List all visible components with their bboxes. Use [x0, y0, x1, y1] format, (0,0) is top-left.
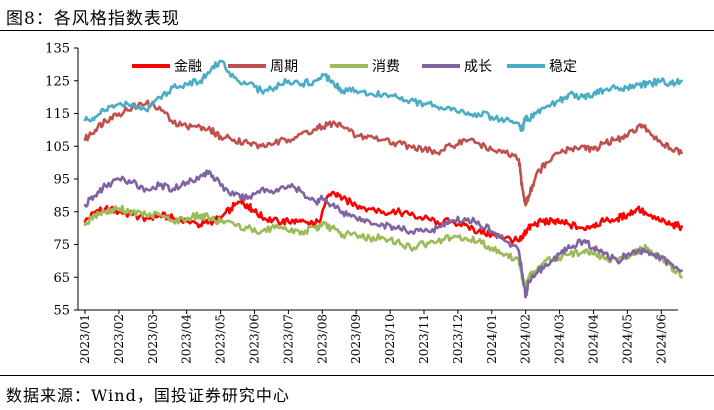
x-tick-label: 2024/01: [485, 314, 499, 364]
y-axis-ticks: 55 65 75 85 95 105 115 125 135: [45, 42, 78, 319]
top-rule: [0, 30, 714, 31]
x-tick-label: 2023/10: [383, 314, 397, 364]
x-tick-label: 2023/06: [247, 314, 261, 364]
axes: [77, 48, 678, 311]
y-tick-label: 135: [45, 42, 70, 57]
x-tick-label: 2023/07: [281, 314, 295, 364]
y-tick-label: 125: [45, 74, 70, 89]
y-tick-label: 55: [53, 304, 70, 319]
figure-title: 图8：各风格指数表现: [6, 9, 180, 29]
x-tick-label: 2023/01: [78, 314, 92, 364]
x-tick-label: 2024/05: [620, 314, 634, 364]
series-line-4: [83, 169, 683, 299]
x-tick-label: 2023/09: [349, 314, 363, 364]
series-line-2: [83, 99, 683, 207]
legend-label-4: 成长: [464, 59, 492, 75]
series-line-1: [83, 190, 683, 245]
series-line-5: [83, 59, 683, 133]
y-tick-label: 115: [45, 107, 70, 122]
y-tick-label: 85: [53, 205, 70, 220]
x-tick-label: 2023/12: [451, 314, 465, 364]
legend-label-5: 稳定: [549, 59, 577, 75]
y-tick-label: 65: [53, 271, 70, 286]
x-tick-label: 2024/03: [553, 314, 567, 364]
x-tick-label: 2024/04: [586, 314, 600, 364]
x-tick-label: 2023/04: [180, 314, 194, 364]
x-tick-label: 2024/02: [519, 314, 533, 364]
x-tick-label: 2023/02: [112, 314, 126, 364]
source-note: 数据来源：Wind，国投证券研究中心: [6, 386, 290, 405]
legend-label-2: 周期: [270, 59, 298, 75]
series-lines: [83, 59, 683, 299]
legend: 金融 周期 消费 成长 稳定: [132, 59, 577, 75]
bottom-rule: [0, 375, 714, 376]
x-axis-ticks: 2023/01 2023/02 2023/03 2023/04 2023/05 2023/…: [78, 310, 668, 364]
y-tick-label: 105: [45, 140, 70, 155]
y-tick-label: 75: [53, 238, 70, 253]
y-tick-label: 95: [53, 173, 70, 188]
series-line-3: [83, 204, 683, 290]
legend-label-1: 金融: [174, 59, 202, 75]
x-tick-label: 2023/05: [214, 314, 228, 364]
x-tick-label: 2024/06: [654, 314, 668, 364]
x-tick-label: 2023/03: [146, 314, 160, 364]
legend-label-3: 消费: [372, 59, 400, 75]
x-tick-label: 2023/08: [315, 314, 329, 364]
x-tick-label: 2023/11: [417, 314, 431, 364]
